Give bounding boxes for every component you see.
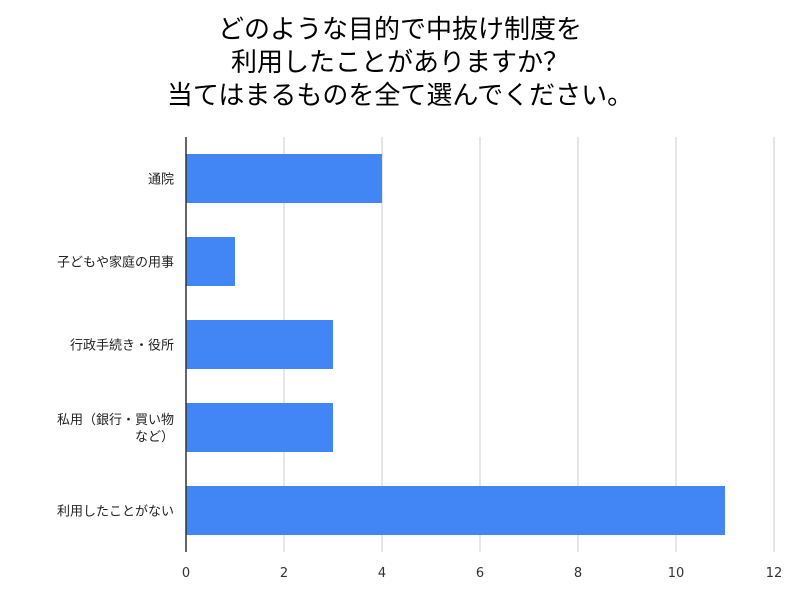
bar-1 xyxy=(186,237,235,286)
x-tick-label-4: 8 xyxy=(574,566,582,581)
chart-title-line-3: 当てはまるものを全て選んでください。 xyxy=(166,81,634,111)
category-label-1: 子どもや家庭の用事 xyxy=(57,255,174,271)
chart-title-line-2: 利用したことがありますか？ xyxy=(230,48,569,78)
bar-3 xyxy=(186,403,333,452)
x-tick-label-5: 10 xyxy=(668,566,685,581)
x-tick-label-0: 0 xyxy=(182,566,190,581)
x-tick-label-6: 12 xyxy=(766,566,783,581)
category-label-4: 利用したことがない xyxy=(57,505,174,520)
x-tick-label-1: 2 xyxy=(280,566,288,581)
chart-title: どのような目的で中抜け制度を 利用したことがありますか？ 当てはまるものを全て選… xyxy=(0,14,800,113)
bar-4 xyxy=(186,486,725,535)
chart-title-line-1: どのような目的で中抜け制度を xyxy=(217,15,582,45)
bar-2 xyxy=(186,320,333,369)
category-label-3-line-1: など） xyxy=(135,430,174,445)
bars xyxy=(186,154,725,535)
x-tick-labels: 0 2 4 6 8 10 12 xyxy=(182,566,782,581)
category-label-3-line-0: 私用（銀行・買い物 xyxy=(57,413,174,428)
grid-lines xyxy=(283,137,775,552)
x-tick-label-3: 6 xyxy=(476,566,484,581)
x-tick-label-2: 4 xyxy=(378,566,386,581)
category-label-2: 行政手続き・役所 xyxy=(70,339,174,354)
bar-0 xyxy=(186,154,382,203)
category-label-0: 通院 xyxy=(148,173,174,188)
